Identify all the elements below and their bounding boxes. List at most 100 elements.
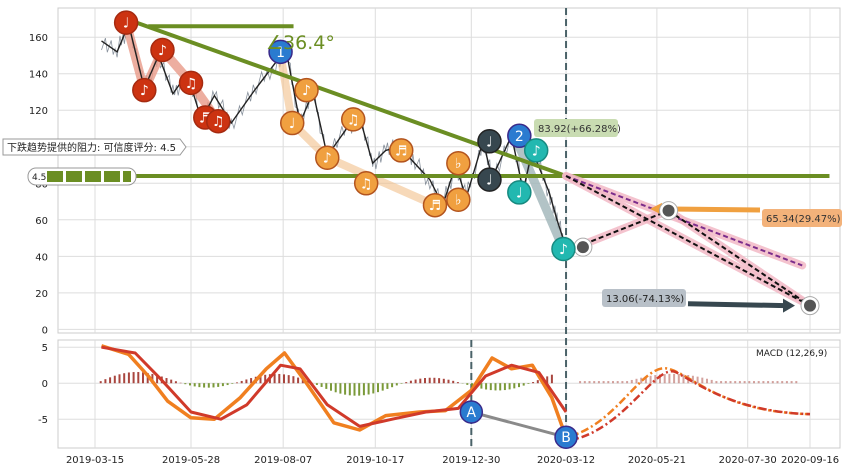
macd-histogram-bar [264, 374, 267, 384]
target-dot-0 [576, 241, 589, 254]
macd-histogram-bar [795, 381, 798, 384]
macd-histogram-bar [315, 383, 318, 385]
pattern-marker-glyph-12: ♬ [395, 143, 408, 159]
macd-histogram-bar [377, 383, 379, 393]
divergence-link [470, 410, 567, 439]
pattern-marker-18 [507, 123, 532, 149]
macd-histogram-bar [499, 383, 502, 391]
macd-histogram-bar [532, 382, 535, 384]
resistance-callout: 下跌趋势提供的阻力: 可信度评分: 4.5 [2, 138, 187, 156]
pattern-marker-glyph-15: ♭ [455, 193, 462, 209]
divergence-point-label-1: B [561, 430, 571, 446]
macd-slow-projection [565, 370, 811, 443]
x-tick-label: 2020-07-30 [719, 455, 777, 466]
macd-histogram-bar [527, 383, 530, 384]
macd-histogram-bar [593, 381, 596, 384]
macd-histogram-bar [170, 379, 173, 384]
resistance-label: 下跌趋势提供的阻力: 可信度评分: 4.5 [7, 141, 176, 154]
macd-histogram-bar [362, 383, 365, 396]
macd-histogram-bar [151, 373, 154, 384]
divergence-point-label-0: A [467, 405, 477, 421]
macd-histogram-bar [471, 383, 473, 387]
macd-histogram-bar [753, 381, 755, 384]
macd-histogram-bar [395, 383, 398, 386]
pattern-marker-glyph-5: ♫ [212, 114, 225, 130]
price-y-tick: 120 [29, 106, 48, 117]
macd-histogram-bar [424, 378, 426, 384]
up-wave-band [276, 51, 439, 210]
macd-histogram-bar [466, 383, 469, 385]
macd-histogram-bar [250, 378, 253, 384]
score-value: 4.5 [32, 173, 46, 183]
pattern-marker-glyph-0: ♩ [123, 16, 130, 32]
macd-histogram-bar [522, 383, 525, 386]
pattern-marker-glyph-20: ♪ [532, 143, 541, 159]
macd-histogram-bar [654, 375, 657, 384]
macd-histogram-bar [198, 383, 201, 388]
pattern-marker-16 [477, 129, 502, 154]
macd-histogram-bar [330, 383, 332, 391]
macd-histogram-bar [668, 373, 671, 384]
angle-annotation: ∠36.4° [266, 32, 335, 54]
pattern-marker-glyph-7: ♩ [289, 116, 296, 132]
macd-histogram-bar [513, 383, 516, 389]
macd-histogram-bar [156, 375, 159, 384]
macd-histogram-bar [236, 382, 238, 384]
macd-histogram-bar [123, 373, 126, 384]
macd-histogram-bar [386, 383, 389, 389]
macd-histogram-bar [113, 375, 116, 384]
pattern-marker-0 [113, 10, 139, 35]
macd-histogram-bar [438, 378, 441, 384]
x-tick-label: 2020-05-21 [628, 455, 686, 466]
macd-histogram-bar [597, 381, 600, 384]
macd-histogram-bar [414, 379, 417, 384]
macd-histogram-bar [738, 381, 741, 384]
macd-histogram-bar [785, 381, 788, 384]
pattern-marker-1 [132, 77, 157, 103]
macd-histogram-bar [409, 380, 412, 384]
pattern-marker-11 [353, 171, 379, 196]
macd-histogram-bar [353, 383, 356, 396]
pattern-marker-glyph-8: ♪ [302, 83, 311, 99]
pattern-marker-glyph-6: 1 [276, 45, 285, 61]
pattern-marker-8 [294, 77, 319, 103]
score-badge: 4.5 [27, 167, 137, 186]
macd-histogram-bar [165, 378, 168, 384]
macd-histogram-bar [715, 381, 718, 384]
grid: 02040608010012014016050-52019-03-152019-… [29, 7, 841, 466]
macd-histogram-bar [710, 379, 713, 384]
macd-histogram-bar [635, 378, 638, 384]
pattern-marker-9 [315, 145, 340, 170]
macd-histogram-bar [659, 374, 661, 384]
macd-histogram-bar [503, 383, 506, 391]
pattern-marker-glyph-3: ♫ [185, 76, 198, 92]
macd-histogram-bar [405, 382, 408, 384]
macd-histogram-bar [217, 383, 220, 387]
macd-histogram-bar [748, 381, 751, 384]
macd-histogram-bar [616, 381, 619, 384]
price-y-tick: 160 [29, 33, 48, 44]
macd-histogram-bar [743, 381, 746, 384]
pattern-marker-21 [551, 236, 576, 262]
mid-target-label: 65.34(29.47%) [762, 209, 842, 227]
macd-histogram-bar [626, 381, 629, 384]
pattern-marker-glyph-14: ♭ [455, 156, 462, 172]
macd-histogram-bar [720, 381, 723, 384]
macd-histogram-bar [348, 383, 351, 396]
macd-histogram-bar [301, 379, 304, 384]
macd-histogram-bar [292, 376, 295, 384]
pattern-marker-glyph-19: ♩ [516, 185, 523, 201]
macd-histogram-bar [297, 377, 300, 384]
macd-histogram-bar [381, 383, 384, 391]
pattern-marker-12 [388, 138, 414, 163]
pattern-marker-13 [422, 192, 448, 218]
downside-arrowhead [783, 298, 795, 313]
macd-histogram-bar [400, 383, 403, 384]
pattern-marker-19 [507, 180, 532, 205]
macd-histogram-bar [536, 380, 539, 384]
macd-histogram-bar [203, 383, 206, 388]
pattern-marker-7 [279, 110, 305, 136]
divergence-point-0 [459, 400, 484, 424]
projection-line-0 [565, 175, 803, 267]
projection-line-3 [667, 209, 811, 307]
